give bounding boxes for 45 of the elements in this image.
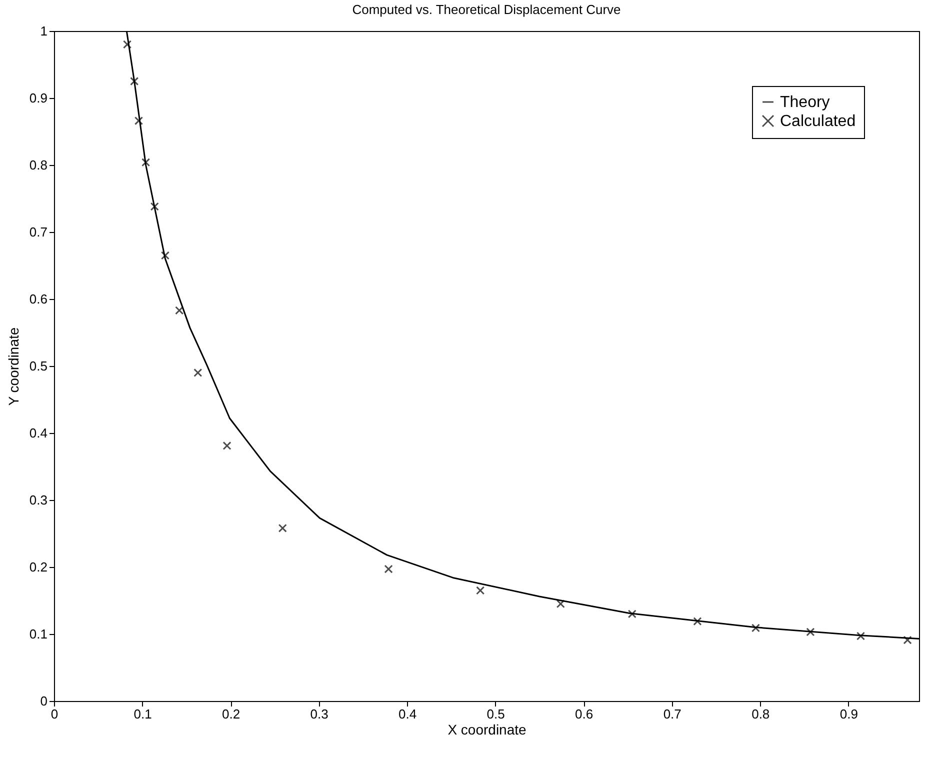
y-tick-label: 0 xyxy=(40,694,48,708)
x-tick-label: 0.2 xyxy=(222,706,240,722)
y-tick-label: 0.6 xyxy=(29,292,48,306)
x-tick-label: 0.4 xyxy=(398,706,417,722)
y-tick-label: 0.1 xyxy=(29,626,48,642)
x-tick-label: 0.8 xyxy=(752,706,770,722)
y-axis-title: Y coordinate xyxy=(5,327,22,406)
x-tick-label: 0.6 xyxy=(575,706,594,722)
point xyxy=(693,616,702,626)
y-tick-label: 0.5 xyxy=(29,358,48,374)
x-axis-title: X coordinate xyxy=(448,722,527,738)
x-tick-label: 0.3 xyxy=(310,706,328,722)
x-tick-label: 0.1 xyxy=(134,706,152,722)
y-tick-label: 0.9 xyxy=(29,90,48,106)
point xyxy=(476,586,485,595)
point xyxy=(122,40,132,49)
legend-label: Theory xyxy=(780,94,830,111)
chart-title: Computed vs. Theoretical Displacement Curve xyxy=(352,2,621,17)
point xyxy=(222,441,232,450)
point xyxy=(556,600,565,608)
point xyxy=(150,202,159,211)
x-tick-label: 0.7 xyxy=(663,706,682,722)
point xyxy=(751,624,760,632)
point xyxy=(903,636,912,644)
point xyxy=(194,368,202,377)
legend-label: Calculated xyxy=(780,113,856,130)
y-tick-label: 0.2 xyxy=(29,560,48,574)
x-tick-label: 0 xyxy=(50,706,58,722)
point xyxy=(134,116,144,126)
y-tick-label: 0.3 xyxy=(29,492,48,508)
x-tick-label: 0.9 xyxy=(840,706,858,722)
y-tick-label: 1 xyxy=(40,24,48,38)
point xyxy=(142,158,150,167)
y-tick-label: 0.7 xyxy=(29,224,48,240)
point xyxy=(175,306,184,315)
point xyxy=(160,251,170,260)
y-tick-label: 0.8 xyxy=(29,158,48,172)
point xyxy=(806,628,815,636)
x-tick-label: 0.5 xyxy=(486,706,505,722)
point xyxy=(856,632,866,640)
point xyxy=(278,524,287,532)
point xyxy=(130,76,139,86)
point xyxy=(384,564,393,574)
point xyxy=(628,610,636,618)
y-tick-label: 0.4 xyxy=(29,426,48,440)
